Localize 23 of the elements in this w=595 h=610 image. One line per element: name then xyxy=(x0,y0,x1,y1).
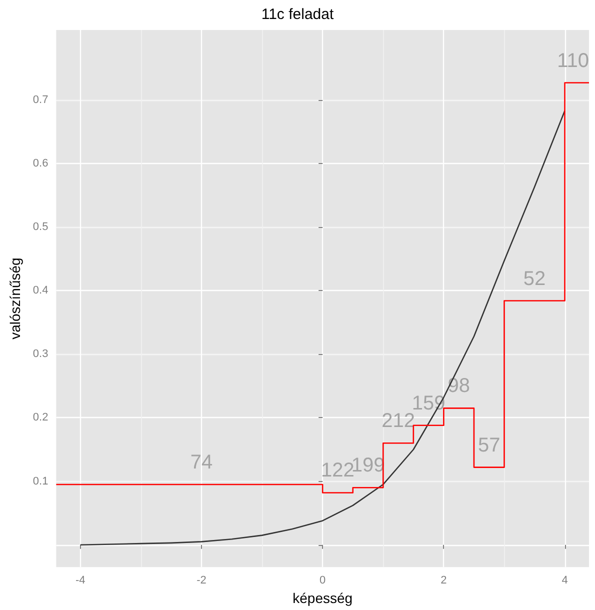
x-tick-label: -4 xyxy=(76,574,86,587)
line-series xyxy=(80,110,566,546)
x-tick-label: 0 xyxy=(320,574,326,587)
annotation: 212 xyxy=(382,410,415,432)
y-tick-label: 0.7 xyxy=(32,94,48,106)
y-tick-label: 0.6 xyxy=(32,157,48,170)
x-axis-title: képesség xyxy=(292,590,353,606)
annotation: 110 xyxy=(557,50,589,72)
annotation: 57 xyxy=(478,434,500,456)
y-tick-label: 0.5 xyxy=(32,221,48,234)
x-tick-label: 2 xyxy=(440,574,447,587)
annotation: 122 xyxy=(321,460,354,482)
annotation: 98 xyxy=(448,375,470,398)
x-tick-label: -2 xyxy=(196,574,206,587)
y-axis-title: valószínűség xyxy=(7,258,23,340)
y-tick-label: 0.2 xyxy=(32,412,48,424)
y-tick-label: 0.1 xyxy=(32,475,48,488)
y-tick-label: 0.3 xyxy=(32,348,48,360)
annotation: 74 xyxy=(190,451,213,474)
annotation: 52 xyxy=(523,268,546,290)
x-tick-label: 4 xyxy=(562,574,568,587)
y-tick-label: 0.4 xyxy=(32,284,48,297)
chart-title: 11c feladat xyxy=(261,6,334,23)
